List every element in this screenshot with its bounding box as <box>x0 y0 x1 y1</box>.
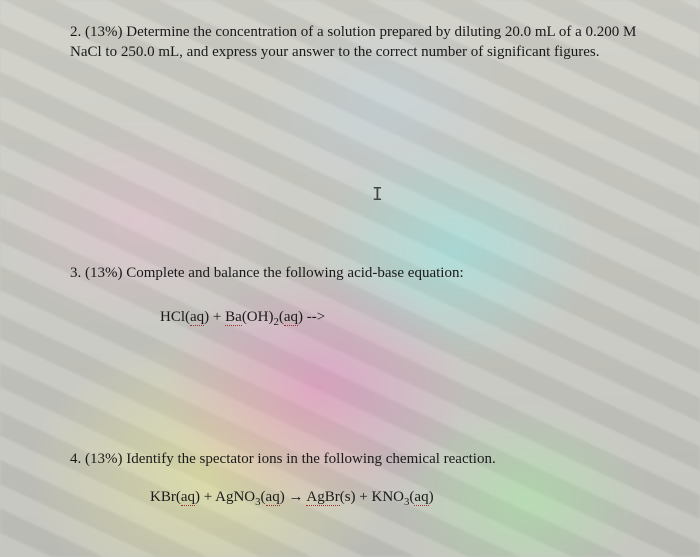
question-3-equation: HCl(aq) + Ba(OH)2(aq) --> <box>160 307 652 327</box>
eq-part: (OH) <box>242 309 274 325</box>
question-4-equation: KBr(aq) + AgNO3(aq) → AgBr(s) + KNO3(aq) <box>150 487 652 507</box>
aq-annotation: aq <box>190 309 204 326</box>
question-3-prompt: 3. (13%) Complete and balance the follow… <box>70 263 652 283</box>
eq-part: ) + AgNO <box>195 489 255 505</box>
text-cursor-artifact: I <box>372 184 383 205</box>
eq-part: (s) + KNO <box>340 489 404 505</box>
eq-part: ( <box>261 489 266 505</box>
question-2: 2. (13%) Determine the concentration of … <box>70 22 652 63</box>
aq-annotation: aq <box>284 309 298 326</box>
eq-part: KBr( <box>150 489 181 505</box>
eq-part: ) <box>429 489 434 505</box>
question-2-text: 2. (13%) Determine the concentration of … <box>70 24 636 60</box>
aq-annotation: aq <box>266 489 280 506</box>
eq-part: ) --> <box>298 309 325 325</box>
ba-annotation: Ba <box>225 309 242 326</box>
question-4: 4. (13%) Identify the spectator ions in … <box>70 449 652 508</box>
eq-part: ) → <box>280 489 307 505</box>
question-4-prompt: 4. (13%) Identify the spectator ions in … <box>70 449 652 469</box>
agbr-annotation: AgBr <box>306 489 339 506</box>
exam-page: 2. (13%) Determine the concentration of … <box>0 0 700 557</box>
aq-annotation: aq <box>414 489 428 506</box>
eq-part: ) + <box>204 309 225 325</box>
question-3: 3. (13%) Complete and balance the follow… <box>70 263 652 328</box>
aq-annotation: aq <box>181 489 195 506</box>
eq-part: HCl( <box>160 309 190 325</box>
